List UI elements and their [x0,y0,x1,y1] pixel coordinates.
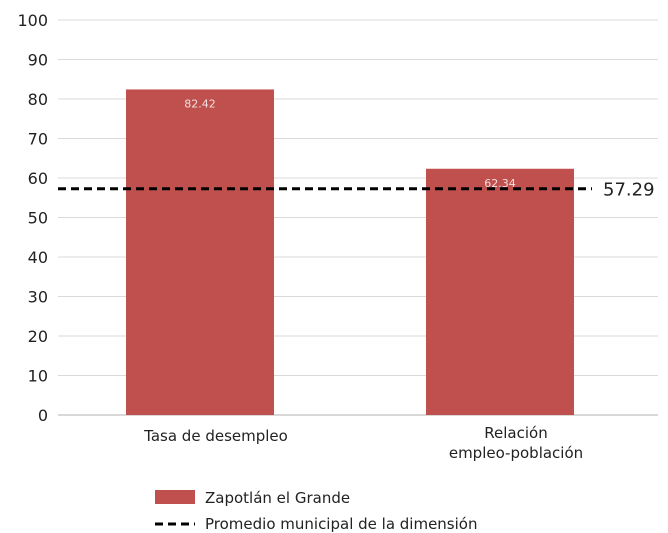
data-label: 82.42 [184,97,216,110]
y-tick-label: 50 [28,209,48,228]
y-tick-label: 40 [28,248,48,267]
y-tick-label: 70 [28,130,48,149]
data-labels: 82.42 62.34 [184,97,516,189]
y-tick-label: 90 [28,51,48,70]
legend: Zapotlán el Grande Promedio municipal de… [155,489,477,533]
reference-line-label: 57.29 [603,180,655,201]
bar [426,168,574,415]
legend-label-series: Zapotlán el Grande [205,489,350,507]
y-tick-label: 10 [28,367,48,386]
y-tick-label: 20 [28,327,48,346]
bars [126,89,574,415]
reference-line-group: 57.29 [58,180,655,201]
x-axis: Tasa de desempleo Relación empleo-població… [143,424,583,462]
y-tick-label: 100 [17,11,48,30]
x-category-label: Relación [484,424,547,442]
x-category-label: Tasa de desempleo [143,427,288,445]
y-tick-label: 80 [28,90,48,109]
y-tick-label: 0 [38,406,48,425]
data-label: 62.34 [484,177,516,190]
bar [126,89,274,415]
legend-label-reference: Promedio municipal de la dimensión [205,515,477,533]
y-tick-label: 60 [28,169,48,188]
legend-swatch-bar [155,490,195,504]
y-tick-label: 30 [28,288,48,307]
x-category-label: empleo-población [449,444,583,462]
y-axis: 0 10 20 30 40 50 60 70 80 90 100 [17,11,48,425]
